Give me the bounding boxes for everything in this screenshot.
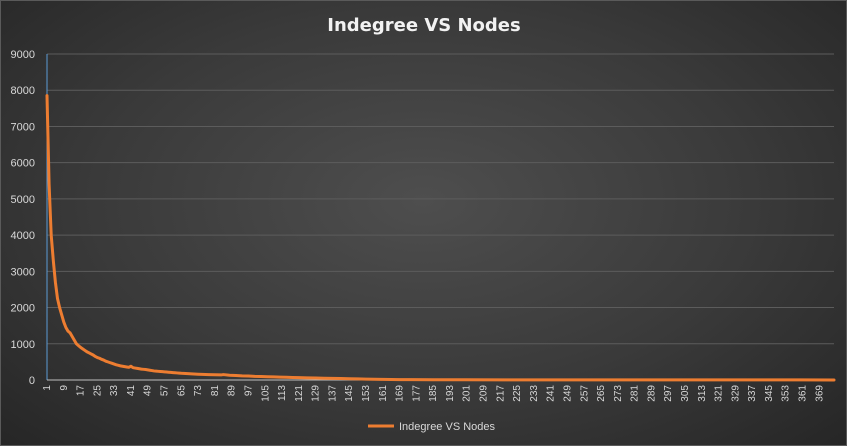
x-tick-label: 25 — [92, 385, 103, 397]
x-tick-label: 89 — [227, 385, 238, 397]
x-tick-label: 137 — [327, 385, 338, 402]
x-tick-label: 345 — [764, 385, 775, 402]
x-axis: 1 9 17 25 33 41 49 57 65 73 81 89 97 105 113 121 129 137 1… — [42, 379, 834, 402]
x-tick-label: 153 — [361, 385, 372, 402]
x-tick-label: 273 — [613, 385, 624, 402]
x-tick-label: 1 — [42, 385, 53, 391]
series-line — [45, 94, 836, 382]
legend: Indegree VS Nodes — [368, 421, 496, 433]
x-tick-label: 329 — [730, 385, 741, 402]
x-tick-label: 57 — [160, 385, 171, 397]
y-tick-label: 8000 — [11, 85, 35, 97]
x-tick-label: 105 — [260, 385, 271, 402]
chart-title: Indegree VS Nodes — [327, 15, 520, 36]
x-tick-label: 369 — [814, 385, 825, 402]
y-tick-label: 7000 — [11, 121, 35, 133]
x-tick-label: 353 — [781, 385, 792, 402]
y-tick-label: 4000 — [11, 230, 35, 242]
x-tick-label: 281 — [630, 385, 641, 402]
x-tick-label: 217 — [495, 385, 506, 402]
x-tick-label: 33 — [109, 385, 120, 397]
x-tick-label: 121 — [294, 385, 305, 402]
y-tick-label: 2000 — [11, 303, 35, 315]
y-axis: 0 1000 2000 3000 4000 5000 6000 7000 8000 9000 — [11, 49, 48, 387]
x-tick-label: 185 — [428, 385, 439, 402]
x-tick-label: 65 — [176, 385, 187, 397]
x-tick-label: 161 — [378, 385, 389, 402]
x-tick-label: 257 — [579, 385, 590, 402]
x-tick-label: 193 — [445, 385, 456, 402]
legend-label: Indegree VS Nodes — [399, 421, 496, 433]
y-tick-label: 1000 — [11, 339, 35, 351]
x-tick-label: 297 — [663, 385, 674, 402]
x-tick-label: 129 — [311, 385, 322, 402]
x-tick-label: 97 — [243, 385, 254, 397]
series-layer — [45, 94, 836, 382]
y-tick-label: 0 — [29, 375, 35, 387]
x-tick-label: 169 — [395, 385, 406, 402]
x-tick-label: 305 — [680, 385, 691, 402]
x-tick-label: 321 — [714, 385, 725, 402]
x-tick-label: 337 — [747, 385, 758, 402]
x-tick-label: 49 — [143, 385, 154, 397]
x-tick-label: 9 — [59, 385, 70, 391]
x-tick-label: 17 — [76, 385, 87, 397]
y-tick-label: 6000 — [11, 158, 35, 170]
x-tick-label: 289 — [646, 385, 657, 402]
x-tick-label: 73 — [193, 385, 204, 397]
x-tick-label: 209 — [479, 385, 490, 402]
gridlines — [47, 53, 834, 345]
x-tick-label: 265 — [596, 385, 607, 402]
x-tick-label: 81 — [210, 385, 221, 397]
y-tick-label: 5000 — [11, 194, 35, 206]
x-tick-label: 233 — [529, 385, 540, 402]
x-tick-label: 313 — [697, 385, 708, 402]
y-tick-label: 9000 — [11, 49, 35, 61]
x-tick-label: 225 — [512, 385, 523, 402]
x-tick-label: 361 — [798, 385, 809, 402]
x-tick-label: 145 — [344, 385, 355, 402]
x-tick-label: 201 — [462, 385, 473, 402]
x-tick-label: 177 — [411, 385, 422, 402]
x-tick-label: 249 — [562, 385, 573, 402]
x-tick-label: 41 — [126, 385, 137, 397]
x-tick-label: 241 — [546, 385, 557, 402]
y-tick-label: 3000 — [11, 266, 35, 278]
x-tick-label: 113 — [277, 385, 288, 401]
